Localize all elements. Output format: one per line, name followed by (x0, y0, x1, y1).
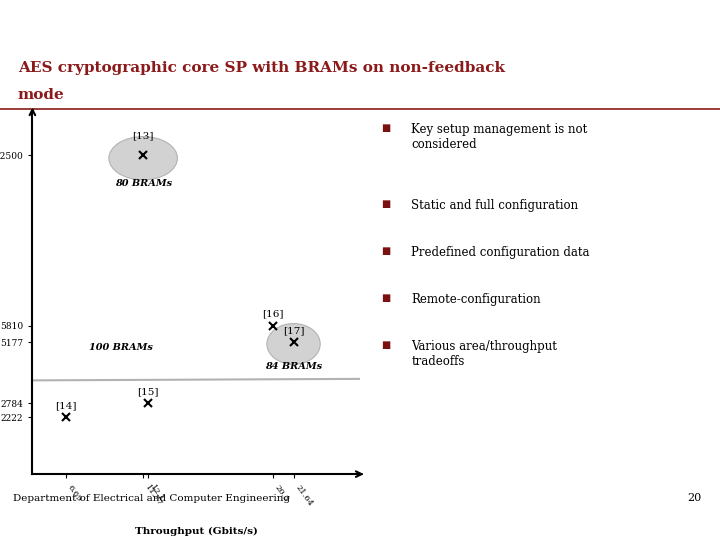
Text: [15]: [15] (138, 387, 159, 396)
Text: 100 BRAMs: 100 BRAMs (89, 343, 153, 352)
Text: 80 BRAMs: 80 BRAMs (114, 179, 172, 188)
Text: UMassAmherst: UMassAmherst (13, 14, 179, 31)
Text: ■: ■ (381, 293, 390, 303)
Text: Predefined configuration data: Predefined configuration data (411, 246, 590, 259)
Text: [17]: [17] (283, 327, 305, 335)
Text: ■: ■ (381, 199, 390, 209)
Text: 84 BRAMs: 84 BRAMs (265, 362, 322, 371)
Text: ■: ■ (381, 246, 390, 256)
Text: [13]: [13] (132, 131, 154, 140)
X-axis label: Throughput (Gbits/s): Throughput (Gbits/s) (135, 527, 258, 536)
Text: 20: 20 (688, 493, 702, 503)
Text: [14]: [14] (55, 401, 76, 410)
Text: Remote-configuration: Remote-configuration (411, 293, 541, 306)
Text: [16]: [16] (262, 309, 284, 319)
Text: mode: mode (18, 88, 65, 102)
Ellipse shape (0, 329, 720, 430)
Text: Key setup management is not
considered: Key setup management is not considered (411, 123, 588, 151)
Ellipse shape (267, 323, 320, 364)
Ellipse shape (109, 137, 177, 180)
Text: Department of Electrical and Computer Engineering: Department of Electrical and Computer En… (13, 494, 290, 503)
Text: AES cryptographic core SP with BRAMs on non-feedback: AES cryptographic core SP with BRAMs on … (18, 61, 505, 75)
Text: ■: ■ (381, 340, 390, 350)
Text: Various area/throughput
tradeoffs: Various area/throughput tradeoffs (411, 340, 557, 368)
Text: Static and full configuration: Static and full configuration (411, 199, 578, 212)
Text: ■: ■ (381, 123, 390, 133)
